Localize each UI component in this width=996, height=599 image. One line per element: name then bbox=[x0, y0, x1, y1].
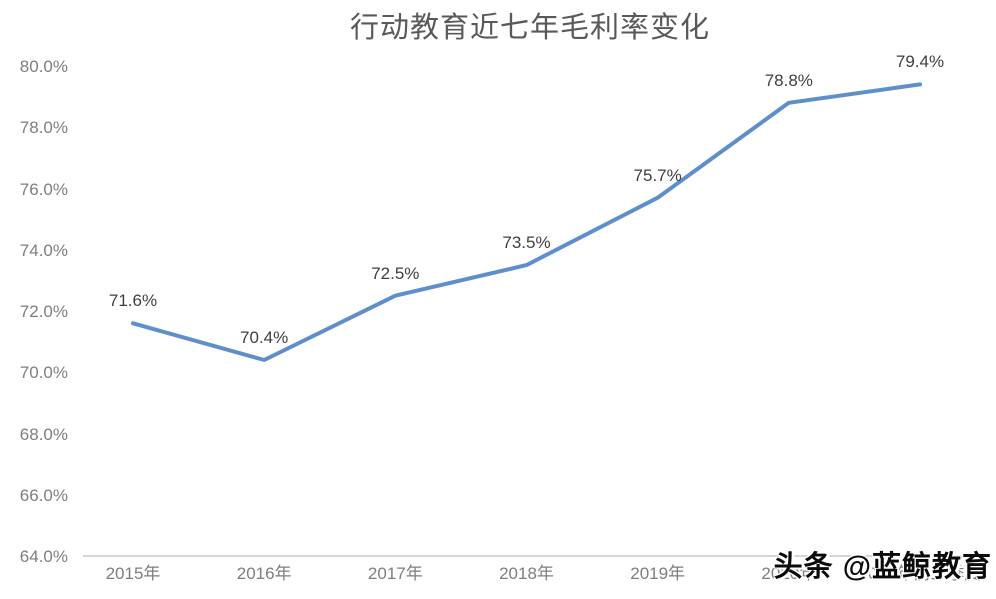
y-axis-tick-label: 80.0% bbox=[19, 57, 68, 76]
y-axis-tick-label: 68.0% bbox=[19, 424, 68, 444]
x-axis-tick-label: 2020年 bbox=[761, 564, 817, 583]
data-label: 79.4% bbox=[895, 52, 945, 72]
x-axis-tick-label: 2018年 bbox=[499, 564, 554, 583]
x-axis-tick-label: 2017年 bbox=[367, 564, 423, 583]
data-label: 78.8% bbox=[764, 70, 813, 90]
y-axis-tick-label: 70.0% bbox=[19, 363, 68, 383]
y-axis-tick-label: 72.0% bbox=[19, 302, 68, 321]
data-label: 75.7% bbox=[633, 165, 682, 185]
y-axis-tick-label: 64.0% bbox=[19, 547, 68, 566]
x-axis-tick-label: 2016年 bbox=[236, 564, 292, 583]
x-axis-tick-label: 2015年 bbox=[105, 564, 161, 583]
watermark: 头条 @蓝鲸教育 bbox=[773, 551, 992, 583]
data-label: 72.5% bbox=[371, 263, 420, 283]
y-axis-tick-label: 78.0% bbox=[19, 118, 68, 138]
x-axis-tick-label: 2021年前三季度 bbox=[858, 564, 982, 583]
y-axis-tick-label: 66.0% bbox=[19, 485, 68, 505]
data-label: 73.5% bbox=[502, 233, 551, 253]
y-axis-tick-label: 74.0% bbox=[19, 240, 68, 260]
x-axis-tick-label: 2019年 bbox=[630, 564, 686, 583]
series-line bbox=[131, 82, 922, 362]
y-axis-tick-label: 76.0% bbox=[19, 179, 68, 199]
chart-title: 行动教育近七年毛利率变化 bbox=[349, 12, 710, 44]
data-label: 70.4% bbox=[240, 328, 289, 347]
data-label: 71.6% bbox=[108, 291, 158, 311]
